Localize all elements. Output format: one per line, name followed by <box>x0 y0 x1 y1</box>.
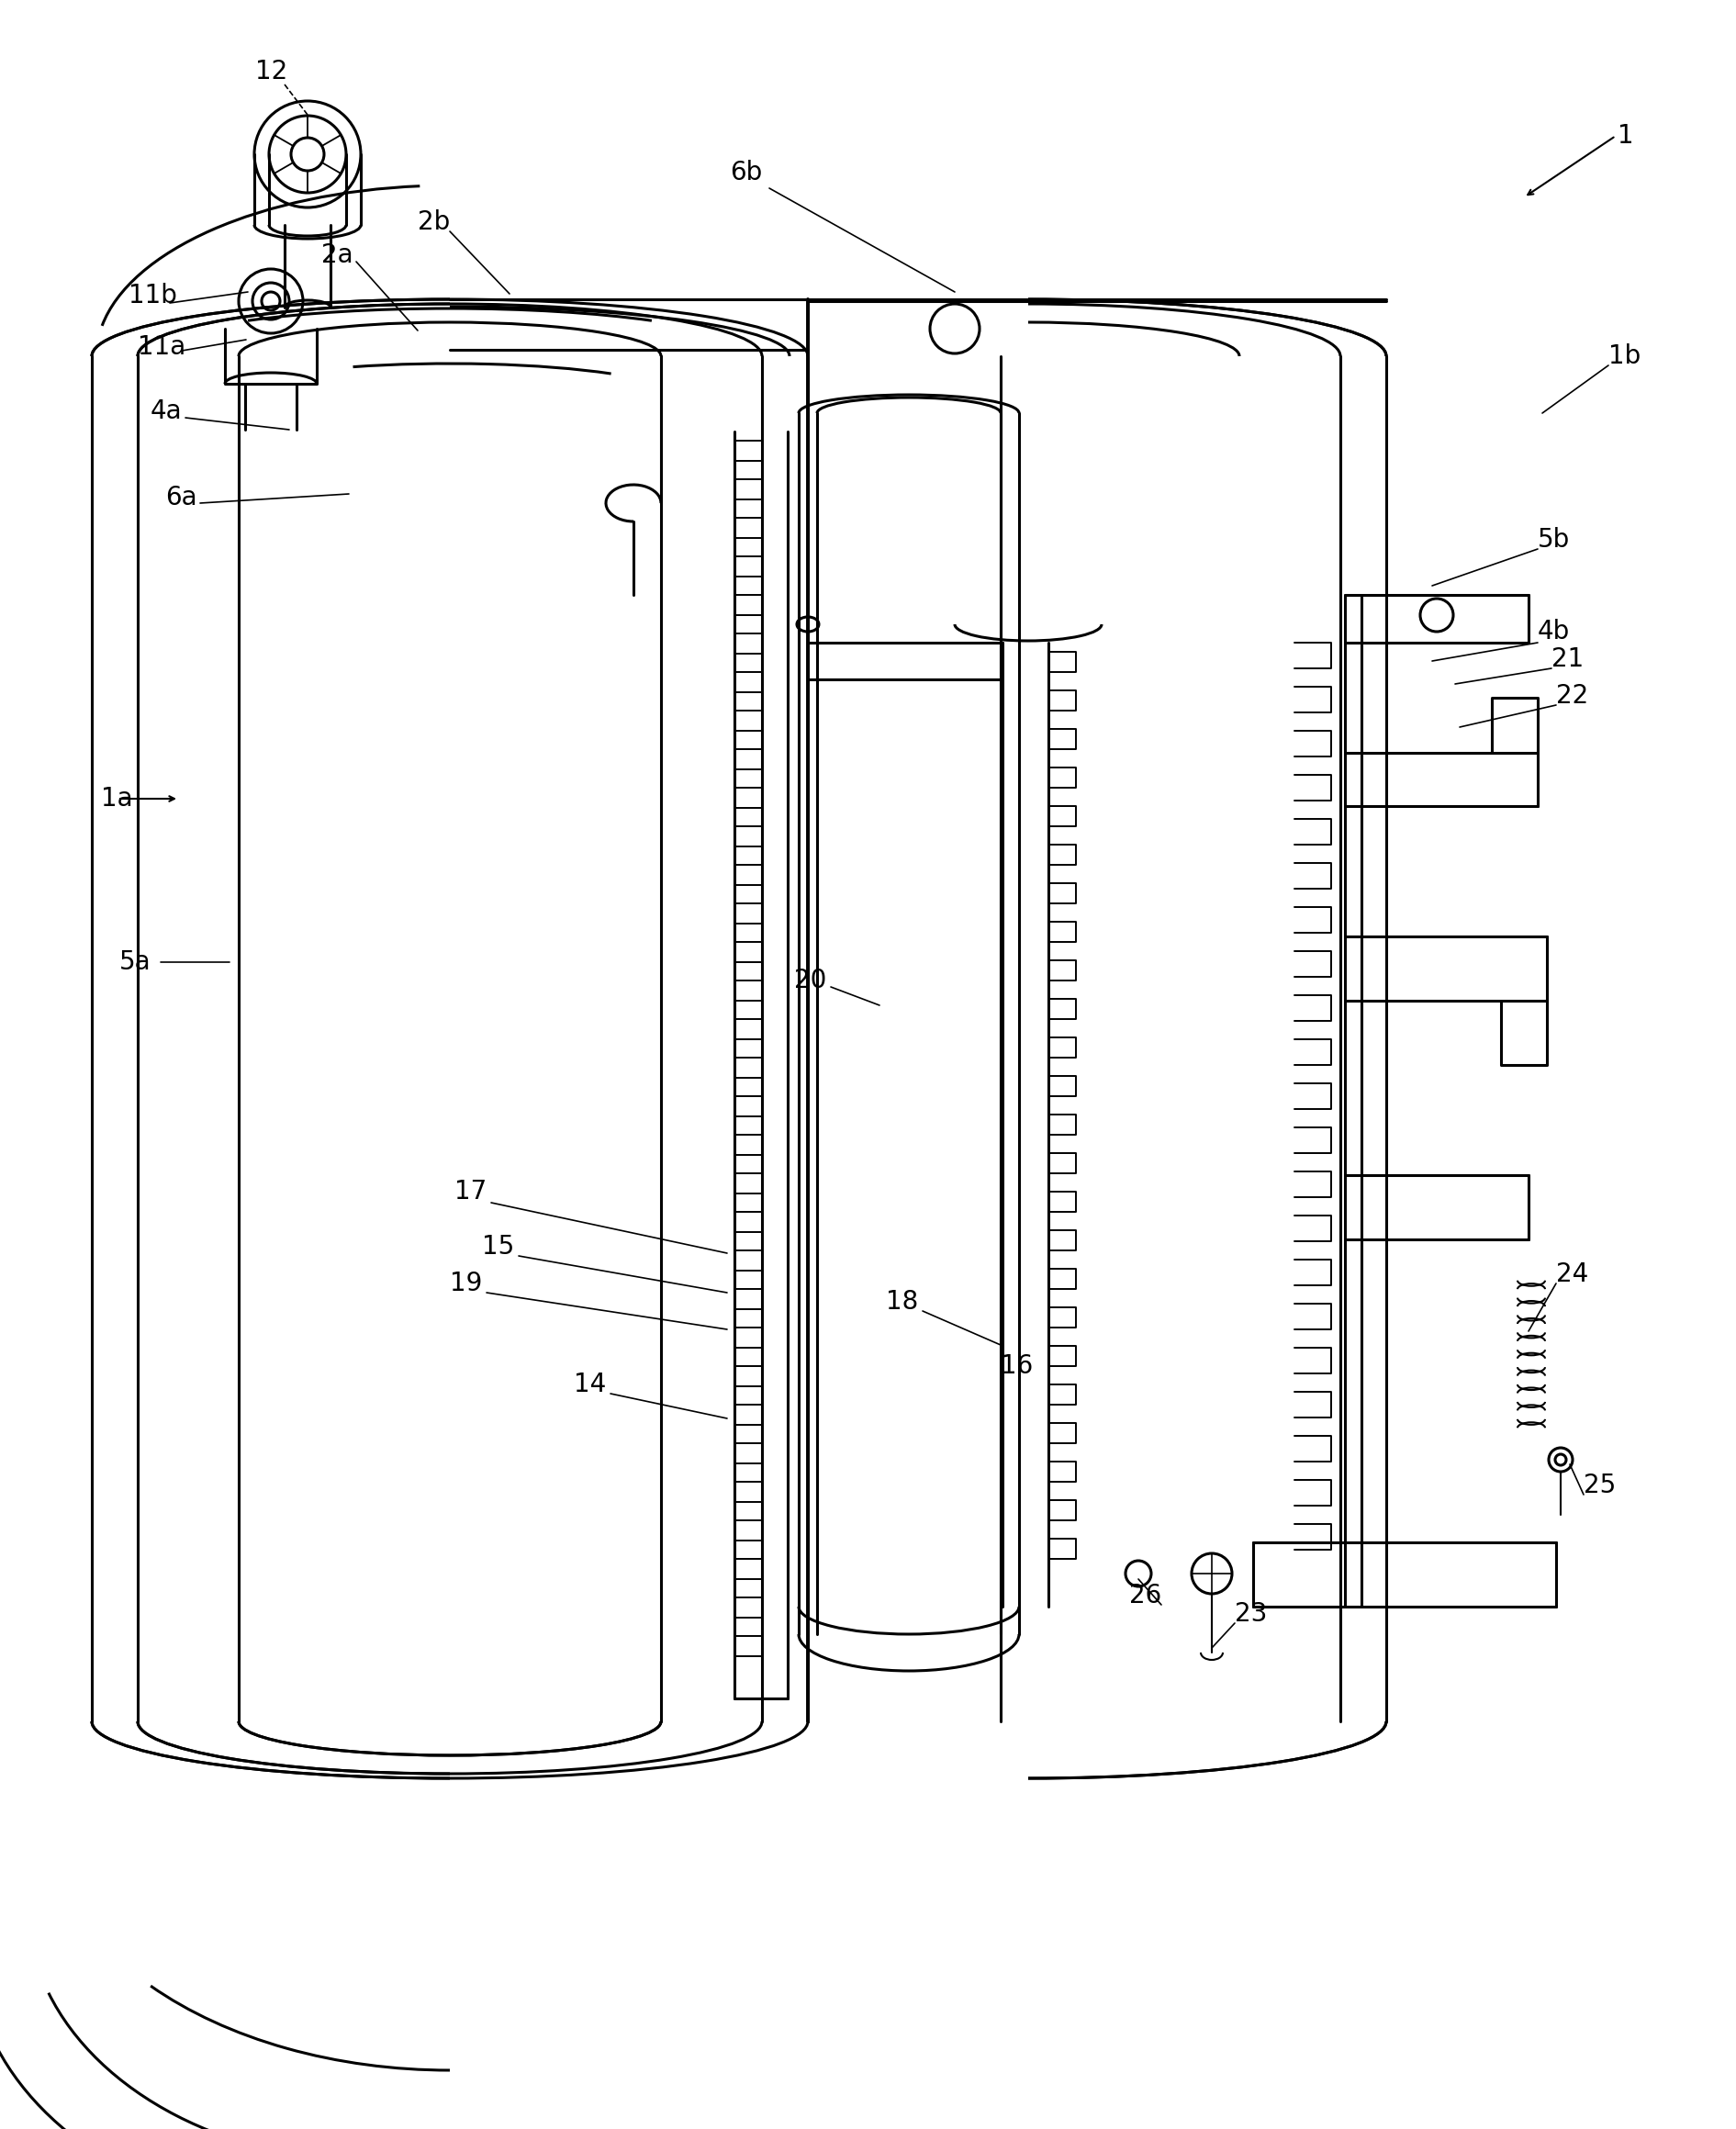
Text: 6a: 6a <box>165 485 196 511</box>
Text: 25: 25 <box>1583 1473 1616 1499</box>
Text: 15: 15 <box>483 1235 514 1260</box>
Text: 11b: 11b <box>128 283 177 309</box>
Text: 26: 26 <box>1128 1582 1161 1607</box>
Text: 20: 20 <box>793 969 826 994</box>
Text: 1b: 1b <box>1608 343 1641 368</box>
Text: 5a: 5a <box>120 950 151 975</box>
Text: 11a: 11a <box>137 334 186 360</box>
Text: 18: 18 <box>885 1288 918 1316</box>
Text: 6b: 6b <box>729 160 762 185</box>
Text: 4a: 4a <box>151 398 182 424</box>
Text: 14: 14 <box>575 1371 606 1397</box>
Text: 19: 19 <box>450 1271 483 1297</box>
Text: 23: 23 <box>1234 1601 1267 1627</box>
Text: 24: 24 <box>1555 1260 1588 1288</box>
Text: 1: 1 <box>1618 123 1634 149</box>
Text: 4b: 4b <box>1538 620 1569 645</box>
Text: 2a: 2a <box>321 243 352 268</box>
Text: 5b: 5b <box>1538 528 1569 554</box>
Text: 16: 16 <box>1000 1354 1033 1380</box>
Text: 21: 21 <box>1552 647 1583 673</box>
Text: 2b: 2b <box>418 209 450 234</box>
Text: 1a: 1a <box>101 786 132 811</box>
Text: 12: 12 <box>255 60 288 85</box>
Text: 17: 17 <box>455 1179 486 1205</box>
Text: 22: 22 <box>1555 683 1588 709</box>
